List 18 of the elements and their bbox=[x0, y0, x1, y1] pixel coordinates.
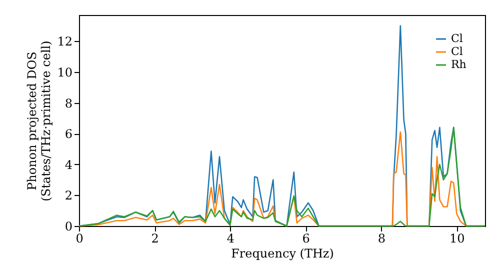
x-axis-title: Frequency (THz) bbox=[231, 246, 334, 260]
x-tick-label: 6 bbox=[302, 232, 310, 246]
x-tick-label: 4 bbox=[226, 232, 235, 246]
y-tick-label: 4 bbox=[64, 158, 73, 172]
y-tick-label: 12 bbox=[57, 34, 72, 49]
y-axis-title: Phonon projected DOS (States/THz·primitive cell) bbox=[25, 40, 54, 202]
y-tick-label: 6 bbox=[64, 127, 72, 142]
y-tick-label: 10 bbox=[57, 65, 72, 80]
legend-label: Cl bbox=[451, 32, 464, 45]
y-tick-label: 8 bbox=[64, 96, 72, 110]
x-tick-label: 2 bbox=[151, 232, 159, 246]
legend-label: Cl bbox=[451, 45, 464, 58]
x-tick-label: 8 bbox=[378, 232, 386, 246]
y-tick-label: 0 bbox=[64, 220, 72, 234]
y-tick-label: 2 bbox=[64, 188, 72, 203]
legend-label: Rh bbox=[451, 58, 466, 71]
x-tick-label: 10 bbox=[450, 232, 465, 246]
x-tick-label: 0 bbox=[76, 232, 84, 246]
